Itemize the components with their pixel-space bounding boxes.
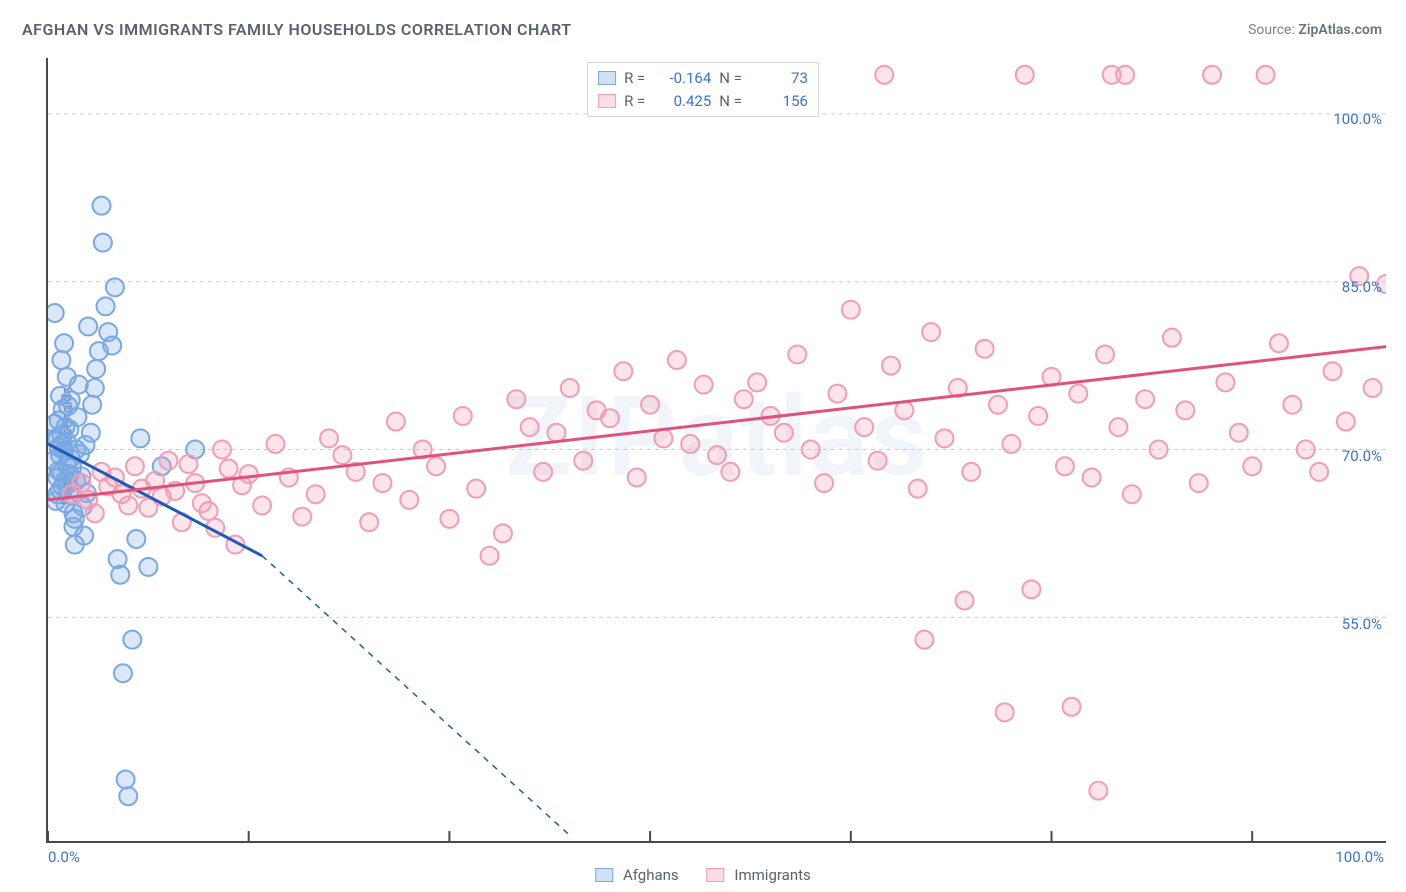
source-value: ZipAtlas.com	[1298, 22, 1382, 38]
scatter-points	[48, 66, 1386, 805]
n-value-immigrants: 156	[750, 90, 808, 113]
plot-area: ZIPatlas	[46, 58, 1386, 843]
legend-swatch-afghans	[598, 71, 616, 85]
x-ticks	[48, 831, 1252, 841]
legend-label-afghans: Afghans	[623, 866, 679, 884]
legend-swatch-icon	[707, 868, 725, 882]
legend-swatch-immigrants	[598, 94, 616, 108]
legend-row-immigrants: R = 0.425 N = 156	[598, 90, 808, 113]
y-tick-label: 70.0%	[1342, 447, 1382, 465]
y-tick-label: 85.0%	[1342, 278, 1382, 296]
gridlines	[48, 114, 1386, 617]
chart-svg	[48, 58, 1386, 841]
x-axis-label-left: 0.0%	[48, 848, 80, 866]
legend-item-afghans: Afghans	[595, 866, 678, 884]
legend-series: Afghans Immigrants	[595, 866, 811, 884]
n-label: N =	[719, 90, 742, 113]
legend-correlation: R = -0.164 N = 73 R = 0.425 N = 156	[587, 62, 819, 117]
legend-item-immigrants: Immigrants	[707, 866, 811, 884]
n-label: N =	[719, 67, 742, 90]
legend-swatch-icon	[595, 868, 613, 882]
source-attribution: Source: ZipAtlas.com	[1248, 22, 1382, 38]
r-label: R =	[624, 67, 645, 90]
y-tick-label: 55.0%	[1342, 615, 1382, 633]
n-value-afghans: 73	[750, 67, 808, 90]
r-value-immigrants: 0.425	[653, 90, 711, 113]
x-axis-label-right: 100.0%	[1335, 848, 1384, 866]
r-value-afghans: -0.164	[653, 67, 711, 90]
y-tick-label: 100.0%	[1333, 110, 1382, 128]
legend-label-immigrants: Immigrants	[734, 866, 810, 884]
legend-row-afghans: R = -0.164 N = 73	[598, 67, 808, 90]
chart-title: AFGHAN VS IMMIGRANTS FAMILY HOUSEHOLDS C…	[22, 20, 572, 39]
source-label: Source:	[1248, 22, 1295, 38]
r-label: R =	[624, 90, 645, 113]
